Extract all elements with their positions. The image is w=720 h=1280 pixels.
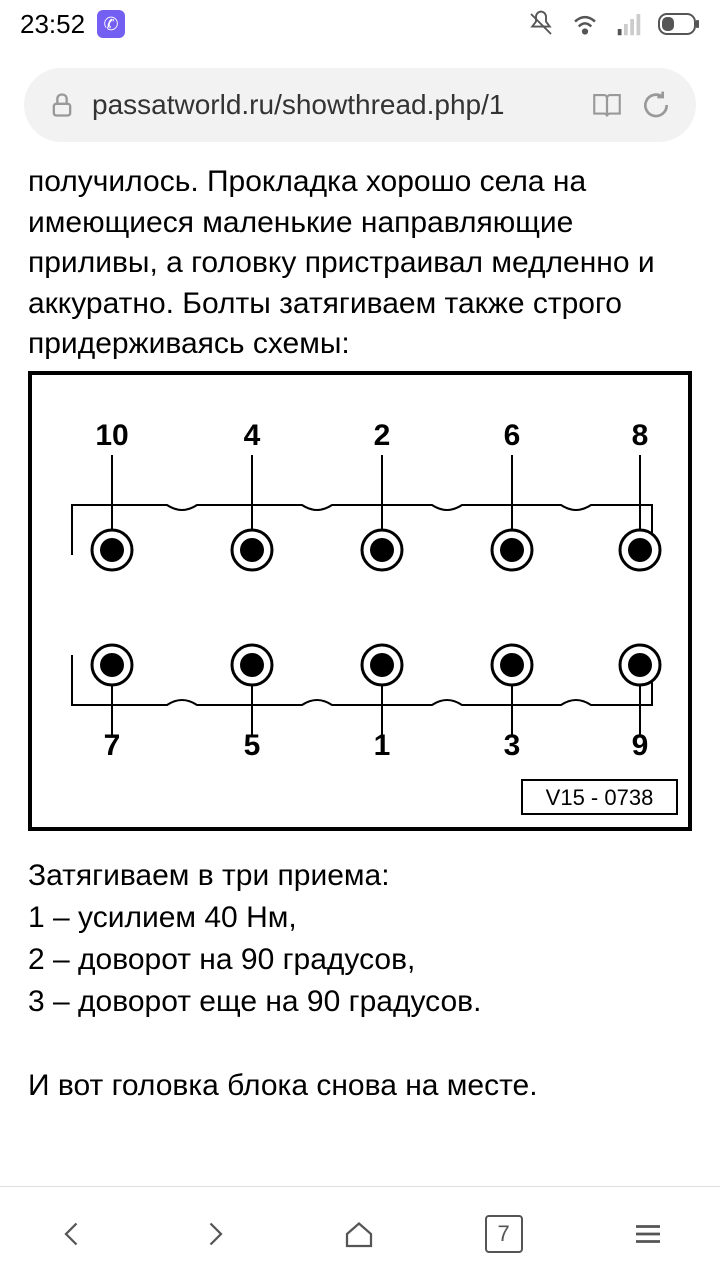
bolt-diagram: 10 4 2 6 8 7 5 1 3 9 V15 - 0738 — [28, 371, 692, 831]
wifi-icon — [570, 9, 600, 39]
svg-text:1: 1 — [374, 729, 391, 762]
hamburger-icon — [630, 1216, 666, 1252]
url-bar[interactable]: passatworld.ru/showthread.php/1 — [24, 68, 696, 142]
refresh-icon[interactable] — [640, 89, 672, 121]
svg-text:8: 8 — [632, 419, 649, 452]
bottom-nav: 7 — [0, 1186, 720, 1280]
status-right — [526, 9, 700, 39]
nav-forward-button[interactable] — [197, 1216, 233, 1252]
svg-text:3: 3 — [504, 729, 521, 762]
svg-text:2: 2 — [374, 419, 391, 452]
text-above-diagram: получилось. Прокладка хорошо села на име… — [28, 162, 692, 365]
chevron-left-icon — [54, 1216, 90, 1252]
status-left: 23:52 ✆ — [20, 9, 125, 40]
battery-icon — [658, 13, 700, 35]
mute-icon — [526, 9, 556, 39]
home-icon — [341, 1216, 377, 1252]
chevron-right-icon — [197, 1216, 233, 1252]
nav-menu-button[interactable] — [630, 1216, 666, 1252]
reader-mode-icon[interactable] — [590, 88, 624, 122]
svg-text:5: 5 — [244, 729, 261, 762]
instruction-step-3: 3 – доворот еще на 90 градусов. — [28, 981, 692, 1023]
instruction-conclusion: И вот головка блока снова на месте. — [28, 1065, 692, 1107]
content-area: получилось. Прокладка хорошо села на име… — [0, 162, 720, 1107]
text-below-diagram: Затягиваем в три приема: 1 – усилием 40 … — [28, 855, 692, 1107]
svg-text:4: 4 — [244, 419, 261, 452]
svg-text:10: 10 — [95, 419, 128, 452]
svg-text:V15 - 0738: V15 - 0738 — [546, 785, 654, 810]
instruction-step-1: 1 – усилием 40 Нм, — [28, 897, 692, 939]
status-bar: 23:52 ✆ — [0, 0, 720, 48]
lock-icon — [48, 91, 76, 119]
instruction-step-2: 2 – доворот на 90 градусов, — [28, 939, 692, 981]
tab-count-badge: 7 — [485, 1215, 523, 1253]
signal-icon — [614, 9, 644, 39]
url-text: passatworld.ru/showthread.php/1 — [92, 89, 574, 121]
nav-home-button[interactable] — [341, 1216, 377, 1252]
status-time: 23:52 — [20, 9, 85, 40]
diagram-svg: 10 4 2 6 8 7 5 1 3 9 V15 - 0738 — [32, 375, 688, 827]
svg-text:6: 6 — [504, 419, 521, 452]
nav-tabs-button[interactable]: 7 — [485, 1215, 523, 1253]
svg-text:7: 7 — [104, 729, 121, 762]
instruction-heading: Затягиваем в три приема: — [28, 855, 692, 897]
viber-icon: ✆ — [97, 10, 125, 38]
svg-text:9: 9 — [632, 729, 649, 762]
nav-back-button[interactable] — [54, 1216, 90, 1252]
